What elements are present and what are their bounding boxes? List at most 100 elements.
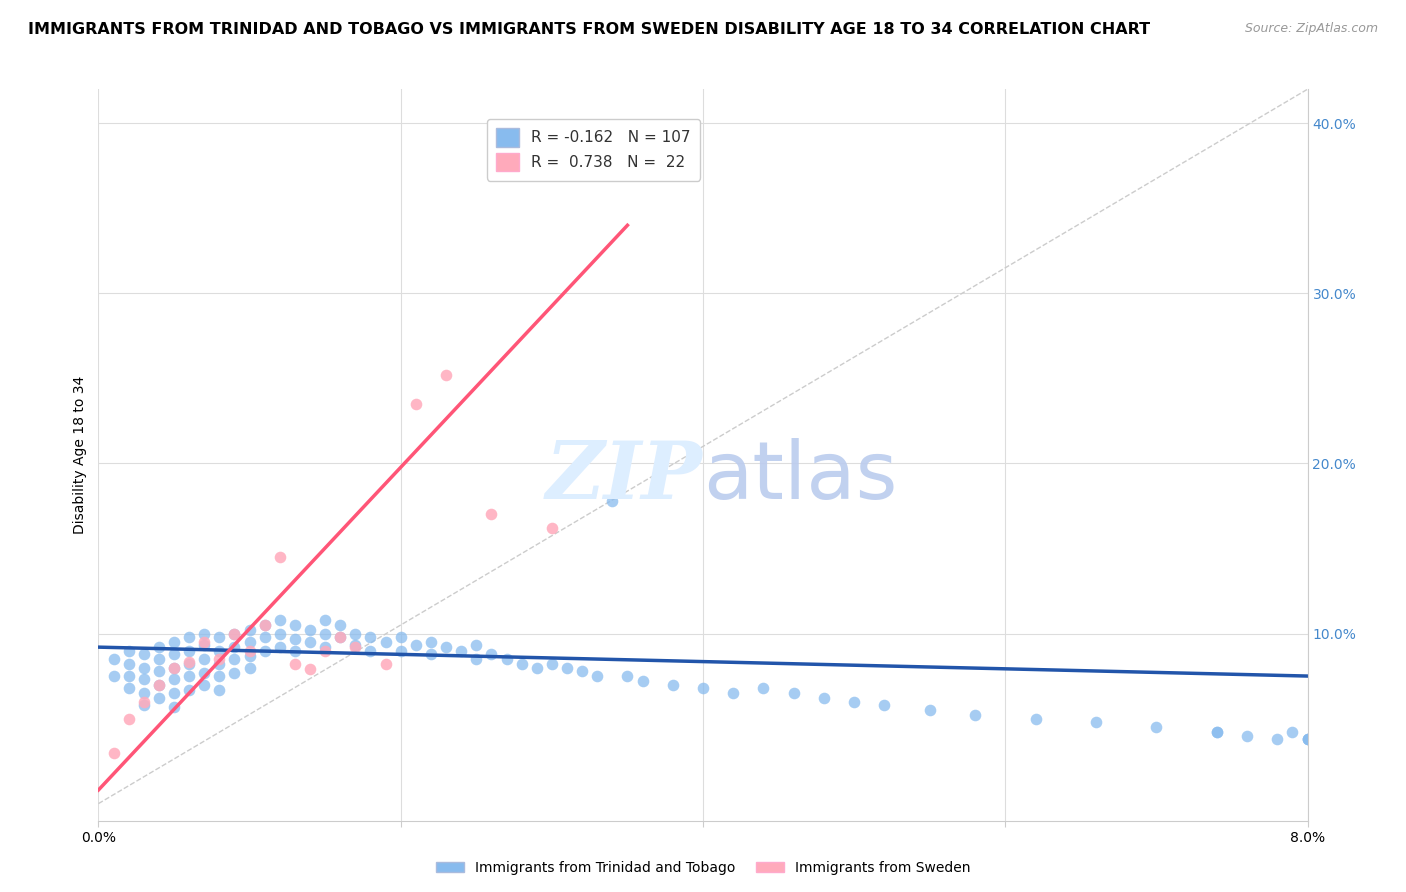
Point xyxy=(253,618,276,632)
Point xyxy=(420,647,443,661)
Point xyxy=(179,643,201,657)
Point xyxy=(208,630,231,644)
Text: ZIP: ZIP xyxy=(546,438,703,516)
Point xyxy=(269,626,291,640)
Point xyxy=(148,664,170,678)
Point xyxy=(540,657,562,672)
Point xyxy=(360,630,382,644)
Point xyxy=(631,674,654,689)
Point xyxy=(692,681,714,695)
Point xyxy=(148,640,170,654)
Point xyxy=(481,647,503,661)
Point xyxy=(224,665,246,680)
Point xyxy=(269,549,291,564)
Point xyxy=(253,618,276,632)
Point xyxy=(783,686,806,700)
Point xyxy=(179,656,201,670)
Point xyxy=(329,630,352,644)
Point xyxy=(269,640,291,654)
Point xyxy=(193,626,215,640)
Point xyxy=(284,632,307,646)
Point xyxy=(405,639,427,653)
Point xyxy=(571,664,593,678)
Point xyxy=(239,648,262,663)
Point xyxy=(434,368,457,382)
Point xyxy=(374,635,396,649)
Text: IMMIGRANTS FROM TRINIDAD AND TOBAGO VS IMMIGRANTS FROM SWEDEN DISABILITY AGE 18 : IMMIGRANTS FROM TRINIDAD AND TOBAGO VS I… xyxy=(28,22,1150,37)
Point xyxy=(208,643,231,657)
Point xyxy=(586,669,609,683)
Point xyxy=(450,643,472,657)
Point xyxy=(510,657,533,672)
Point xyxy=(314,613,336,627)
Point xyxy=(465,652,488,666)
Point xyxy=(179,682,201,697)
Point xyxy=(224,626,246,640)
Point xyxy=(132,647,155,661)
Point xyxy=(208,669,231,683)
Point xyxy=(118,681,141,695)
Point xyxy=(661,677,683,691)
Point xyxy=(239,660,262,674)
Point xyxy=(1146,720,1168,734)
Point xyxy=(148,691,170,706)
Point xyxy=(163,660,186,674)
Point xyxy=(389,630,412,644)
Point xyxy=(179,657,201,672)
Point xyxy=(389,643,412,657)
Point xyxy=(193,665,215,680)
Point xyxy=(239,643,262,657)
Point xyxy=(314,626,336,640)
Point xyxy=(239,623,262,637)
Point xyxy=(163,673,186,687)
Point xyxy=(239,635,262,649)
Point xyxy=(118,669,141,683)
Point xyxy=(132,660,155,674)
Point xyxy=(284,618,307,632)
Legend: R = -0.162   N = 107, R =  0.738   N =  22: R = -0.162 N = 107, R = 0.738 N = 22 xyxy=(486,119,700,180)
Point xyxy=(1296,731,1319,746)
Point xyxy=(193,639,215,653)
Point xyxy=(284,657,307,672)
Point xyxy=(434,640,457,654)
Point xyxy=(208,657,231,672)
Point xyxy=(103,652,125,666)
Point xyxy=(163,699,186,714)
Point xyxy=(224,640,246,654)
Point xyxy=(540,521,562,535)
Point xyxy=(602,493,624,508)
Point xyxy=(616,669,638,683)
Point xyxy=(148,677,170,691)
Point xyxy=(752,681,775,695)
Point xyxy=(163,635,186,649)
Point xyxy=(132,673,155,687)
Point xyxy=(193,652,215,666)
Legend: Immigrants from Trinidad and Tobago, Immigrants from Sweden: Immigrants from Trinidad and Tobago, Imm… xyxy=(430,855,976,880)
Y-axis label: Disability Age 18 to 34: Disability Age 18 to 34 xyxy=(73,376,87,534)
Point xyxy=(526,660,548,674)
Point xyxy=(148,652,170,666)
Point xyxy=(148,677,170,691)
Point xyxy=(163,647,186,661)
Point xyxy=(374,657,396,672)
Point xyxy=(132,698,155,712)
Point xyxy=(465,639,488,653)
Point xyxy=(118,657,141,672)
Point xyxy=(965,708,987,723)
Point xyxy=(208,652,231,666)
Point xyxy=(299,662,322,676)
Point xyxy=(132,695,155,709)
Point xyxy=(224,652,246,666)
Point xyxy=(163,686,186,700)
Point xyxy=(344,640,367,654)
Point xyxy=(813,691,835,706)
Point xyxy=(1025,712,1047,726)
Point xyxy=(179,630,201,644)
Point xyxy=(1296,731,1319,746)
Point xyxy=(420,635,443,649)
Point xyxy=(103,669,125,683)
Point xyxy=(314,643,336,657)
Point xyxy=(269,613,291,627)
Point xyxy=(329,630,352,644)
Point xyxy=(1267,731,1289,746)
